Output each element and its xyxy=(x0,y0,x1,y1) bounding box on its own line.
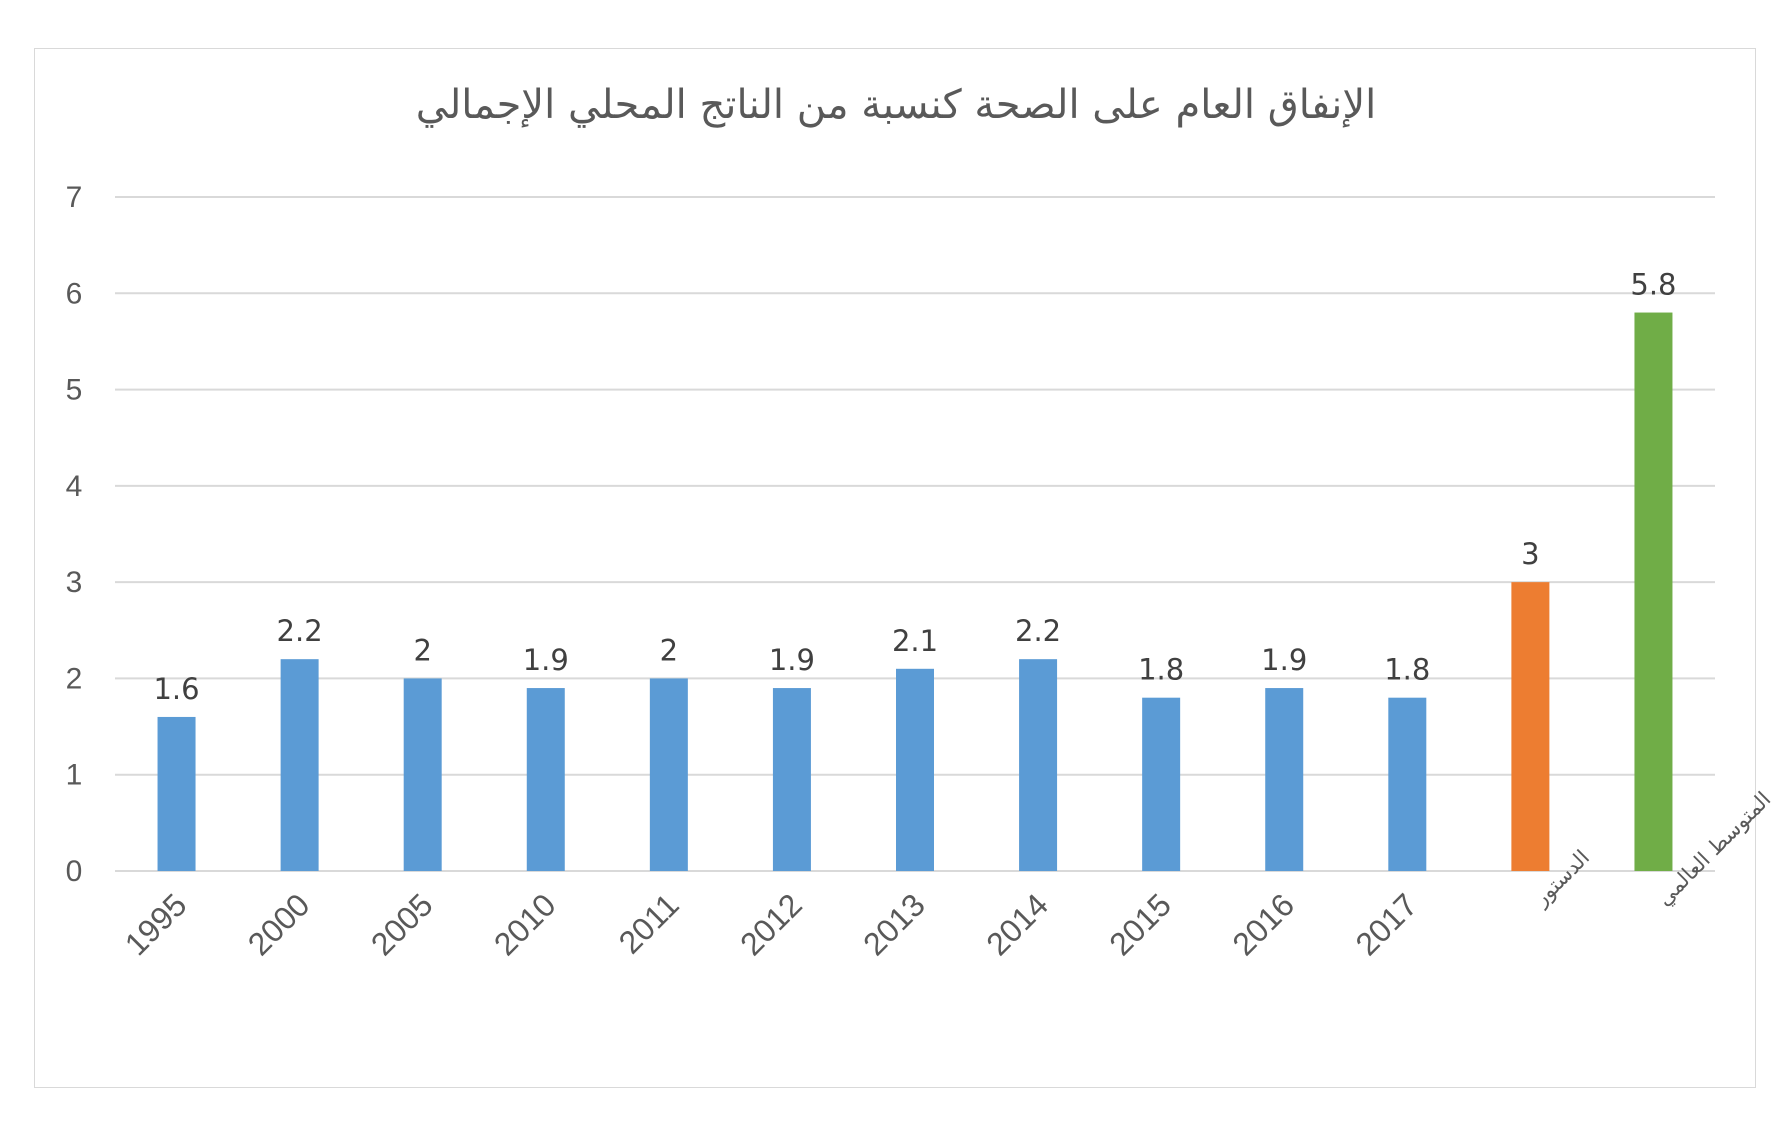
data-label: 3 xyxy=(1521,537,1539,571)
bar xyxy=(649,678,688,871)
x-tick-label: 2016 xyxy=(1225,886,1301,962)
y-tick-label: 5 xyxy=(66,374,83,407)
bar xyxy=(526,688,565,871)
data-label: 2.2 xyxy=(1015,614,1061,648)
data-label: 1.9 xyxy=(1261,643,1307,677)
bar xyxy=(1019,659,1058,871)
data-label: 2 xyxy=(413,633,431,667)
x-tick-label: 1995 xyxy=(118,886,194,962)
y-tick-label: 4 xyxy=(66,470,83,503)
bar xyxy=(1511,582,1550,871)
data-label: 2.2 xyxy=(277,614,323,648)
y-axis-ticks: 0 1 2 3 4 5 6 7 xyxy=(66,181,83,888)
bar xyxy=(772,688,811,871)
bar xyxy=(1142,697,1181,871)
bar xyxy=(1265,688,1304,871)
y-tick-label: 1 xyxy=(66,759,83,792)
bar xyxy=(1388,697,1427,871)
chart-title: الإنفاق العام على الصحة كنسبة من الناتج … xyxy=(415,82,1377,128)
y-tick-label: 3 xyxy=(66,566,83,599)
bar xyxy=(896,668,934,871)
x-tick-label: 2011 xyxy=(612,886,686,960)
x-tick-label: 2013 xyxy=(856,886,932,962)
y-tick-label: 0 xyxy=(66,855,83,888)
x-tick-label: 2017 xyxy=(1348,886,1424,962)
x-tick-label: 2005 xyxy=(364,886,440,962)
y-tick-label: 7 xyxy=(66,181,83,214)
data-label: 1.9 xyxy=(769,643,815,677)
data-label: 1.8 xyxy=(1138,653,1184,687)
bar xyxy=(157,716,196,871)
x-tick-label: 2010 xyxy=(487,886,563,962)
x-tick-label: 2015 xyxy=(1102,886,1178,962)
data-labels: 1.6 2.2 2 1.9 2 1.9 2.1 2.2 1.8 1.9 1.8 3 5.8 xyxy=(153,268,1676,706)
data-label: 5.8 xyxy=(1630,268,1676,302)
x-tick-label: 2014 xyxy=(979,886,1055,962)
y-tick-label: 6 xyxy=(66,277,83,310)
y-tick-label: 2 xyxy=(66,662,83,695)
data-label: 1.8 xyxy=(1384,653,1430,687)
bar xyxy=(280,659,319,871)
chart-frame xyxy=(34,48,1756,1088)
bars xyxy=(157,312,1673,871)
bar xyxy=(403,678,442,871)
x-tick-label: 2000 xyxy=(241,886,317,962)
x-tick-label: 2012 xyxy=(733,886,809,962)
data-label: 2.1 xyxy=(892,624,938,658)
data-label: 2 xyxy=(660,633,678,667)
data-label: 1.6 xyxy=(153,672,199,706)
data-label: 1.9 xyxy=(523,643,569,677)
bar xyxy=(1634,312,1673,871)
